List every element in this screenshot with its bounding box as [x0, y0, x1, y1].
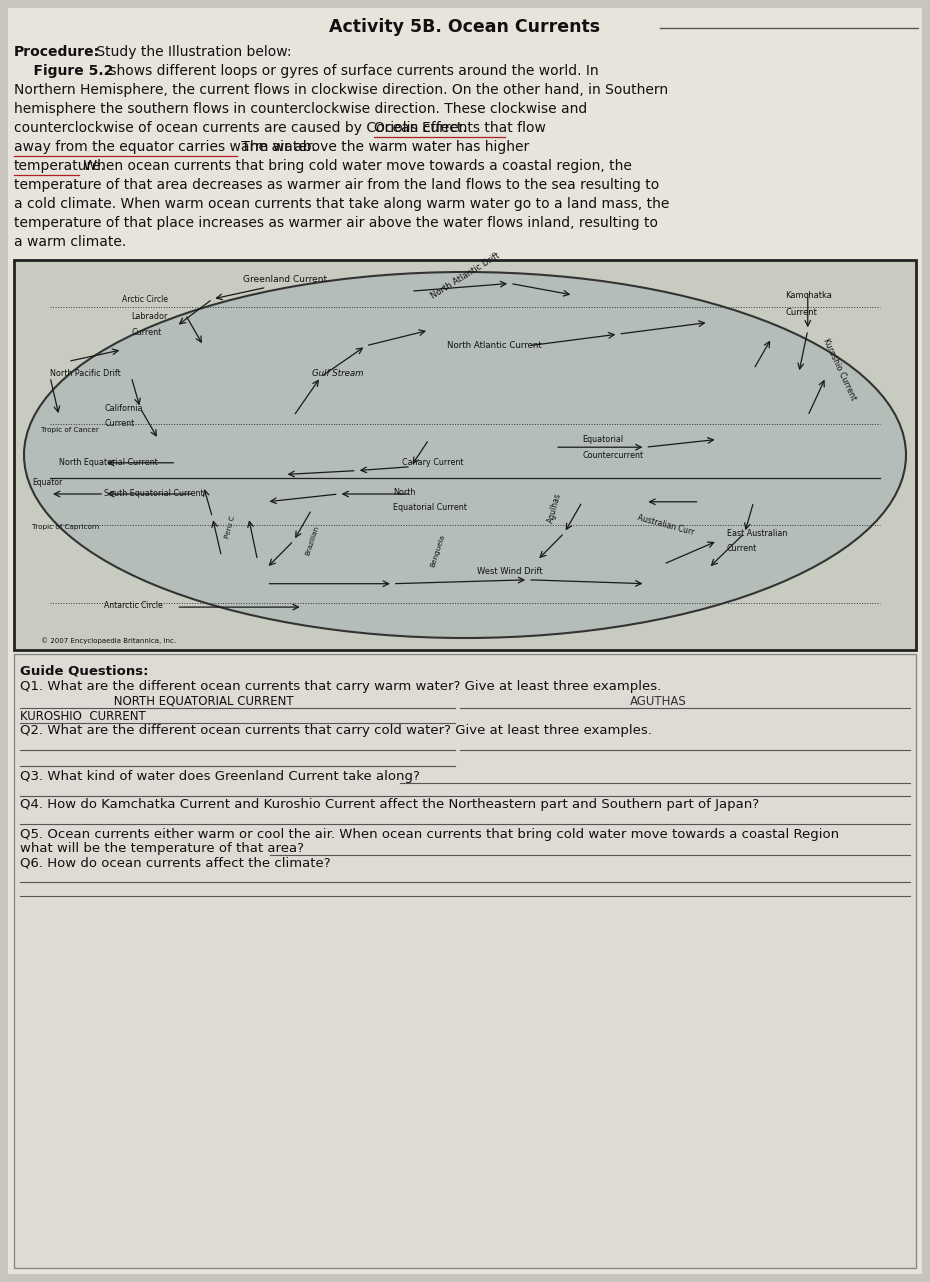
- Text: North: North: [392, 487, 415, 496]
- Text: Study the Illustration below:: Study the Illustration below:: [92, 45, 291, 59]
- Text: shows different loops or gyres of surface currents around the world. In: shows different loops or gyres of surfac…: [105, 64, 599, 78]
- Text: Equatorial: Equatorial: [582, 435, 623, 444]
- Text: Peru C: Peru C: [224, 515, 236, 540]
- Text: away from the equator carries warm water.: away from the equator carries warm water…: [14, 140, 316, 154]
- Text: Arctic Circle: Arctic Circle: [122, 295, 168, 304]
- Text: North Equatorial Current: North Equatorial Current: [60, 458, 158, 468]
- Text: Procedure:: Procedure:: [14, 45, 100, 59]
- Text: Current: Current: [785, 308, 817, 317]
- Text: temperature.: temperature.: [14, 159, 106, 173]
- Text: West Wind Drift: West Wind Drift: [477, 568, 543, 577]
- Text: Q4. How do Kamchatka Current and Kuroshio Current affect the Northeastern part a: Q4. How do Kamchatka Current and Kuroshi…: [20, 797, 759, 812]
- Text: Brazilian: Brazilian: [304, 526, 319, 556]
- Text: Activity 5B. Ocean Currents: Activity 5B. Ocean Currents: [329, 18, 601, 36]
- Text: Kuroshio Current: Kuroshio Current: [821, 337, 857, 401]
- Bar: [14, 654, 916, 1268]
- Text: North Atlantic Drift: North Atlantic Drift: [429, 251, 501, 300]
- Text: temperature of that area decreases as warmer air from the land flows to the sea : temperature of that area decreases as wa…: [14, 178, 659, 192]
- Text: California: California: [104, 404, 142, 413]
- Text: NORTH EQUATORIAL CURRENT: NORTH EQUATORIAL CURRENT: [20, 695, 294, 708]
- Text: AGUTHAS: AGUTHAS: [630, 695, 686, 708]
- Text: Ocean currents that flow: Ocean currents that flow: [374, 121, 546, 135]
- Text: Kamchatka: Kamchatka: [785, 291, 832, 300]
- Text: KUROSHIO  CURRENT: KUROSHIO CURRENT: [20, 710, 146, 723]
- Text: The air above the warm water has higher: The air above the warm water has higher: [237, 140, 530, 154]
- Text: temperature of that place increases as warmer air above the water flows inland, : temperature of that place increases as w…: [14, 215, 658, 229]
- Text: South Equatorial Current: South Equatorial Current: [104, 490, 204, 499]
- Text: Q1. What are the different ocean currents that carry warm water? Give at least t: Q1. What are the different ocean current…: [20, 679, 661, 694]
- Text: Equator: Equator: [32, 478, 62, 487]
- Text: When ocean currents that bring cold water move towards a coastal region, the: When ocean currents that bring cold wate…: [79, 159, 632, 173]
- Text: Gulf Stream: Gulf Stream: [312, 369, 363, 378]
- Text: Canary Current: Canary Current: [402, 458, 463, 468]
- Text: Countercurrent: Countercurrent: [582, 450, 644, 459]
- Text: Labrador: Labrador: [131, 312, 167, 320]
- Text: what will be the temperature of that area?: what will be the temperature of that are…: [20, 842, 304, 855]
- Text: North Atlantic Current: North Atlantic Current: [447, 341, 541, 350]
- Text: Current: Current: [726, 544, 757, 553]
- Text: Tropic of Capricorn: Tropic of Capricorn: [32, 524, 100, 531]
- Text: Agulhas: Agulhas: [546, 491, 563, 524]
- Text: East Australian: East Australian: [726, 528, 787, 537]
- Text: Q5. Ocean currents either warm or cool the air. When ocean currents that bring c: Q5. Ocean currents either warm or cool t…: [20, 828, 839, 841]
- Text: Australian Curr: Australian Curr: [636, 513, 695, 537]
- Text: Greenland Current: Greenland Current: [243, 276, 326, 285]
- Text: a cold climate. When warm ocean currents that take along warm water go to a land: a cold climate. When warm ocean currents…: [14, 197, 670, 212]
- Text: Q6. How do ocean currents affect the climate?: Q6. How do ocean currents affect the cli…: [20, 856, 331, 869]
- Bar: [14, 260, 916, 650]
- Text: Current: Current: [131, 328, 162, 337]
- Ellipse shape: [24, 272, 906, 638]
- Text: Guide Questions:: Guide Questions:: [20, 664, 149, 677]
- Text: Figure 5.2: Figure 5.2: [14, 64, 113, 78]
- Text: North Pacific Drift: North Pacific Drift: [50, 369, 121, 378]
- Text: Q2. What are the different ocean currents that carry cold water? Give at least t: Q2. What are the different ocean current…: [20, 724, 652, 737]
- Text: Antarctic Circle: Antarctic Circle: [104, 601, 163, 610]
- Text: hemisphere the southern flows in counterclockwise direction. These clockwise and: hemisphere the southern flows in counter…: [14, 103, 587, 115]
- Text: Equatorial Current: Equatorial Current: [392, 503, 467, 512]
- Text: a warm climate.: a warm climate.: [14, 235, 126, 249]
- Text: Northern Hemisphere, the current flows in clockwise direction. On the other hand: Northern Hemisphere, the current flows i…: [14, 83, 668, 97]
- Text: Q3. What kind of water does Greenland Current take along?: Q3. What kind of water does Greenland Cu…: [20, 770, 419, 783]
- Text: Tropic of Cancer: Tropic of Cancer: [41, 427, 99, 432]
- Text: Benguela: Benguela: [430, 533, 446, 568]
- Text: Current: Current: [104, 419, 135, 428]
- Text: © 2007 Encyclopaedia Britannica, Inc.: © 2007 Encyclopaedia Britannica, Inc.: [41, 637, 176, 644]
- Text: counterclockwise of ocean currents are caused by Coriolis Effect.: counterclockwise of ocean currents are c…: [14, 121, 472, 135]
